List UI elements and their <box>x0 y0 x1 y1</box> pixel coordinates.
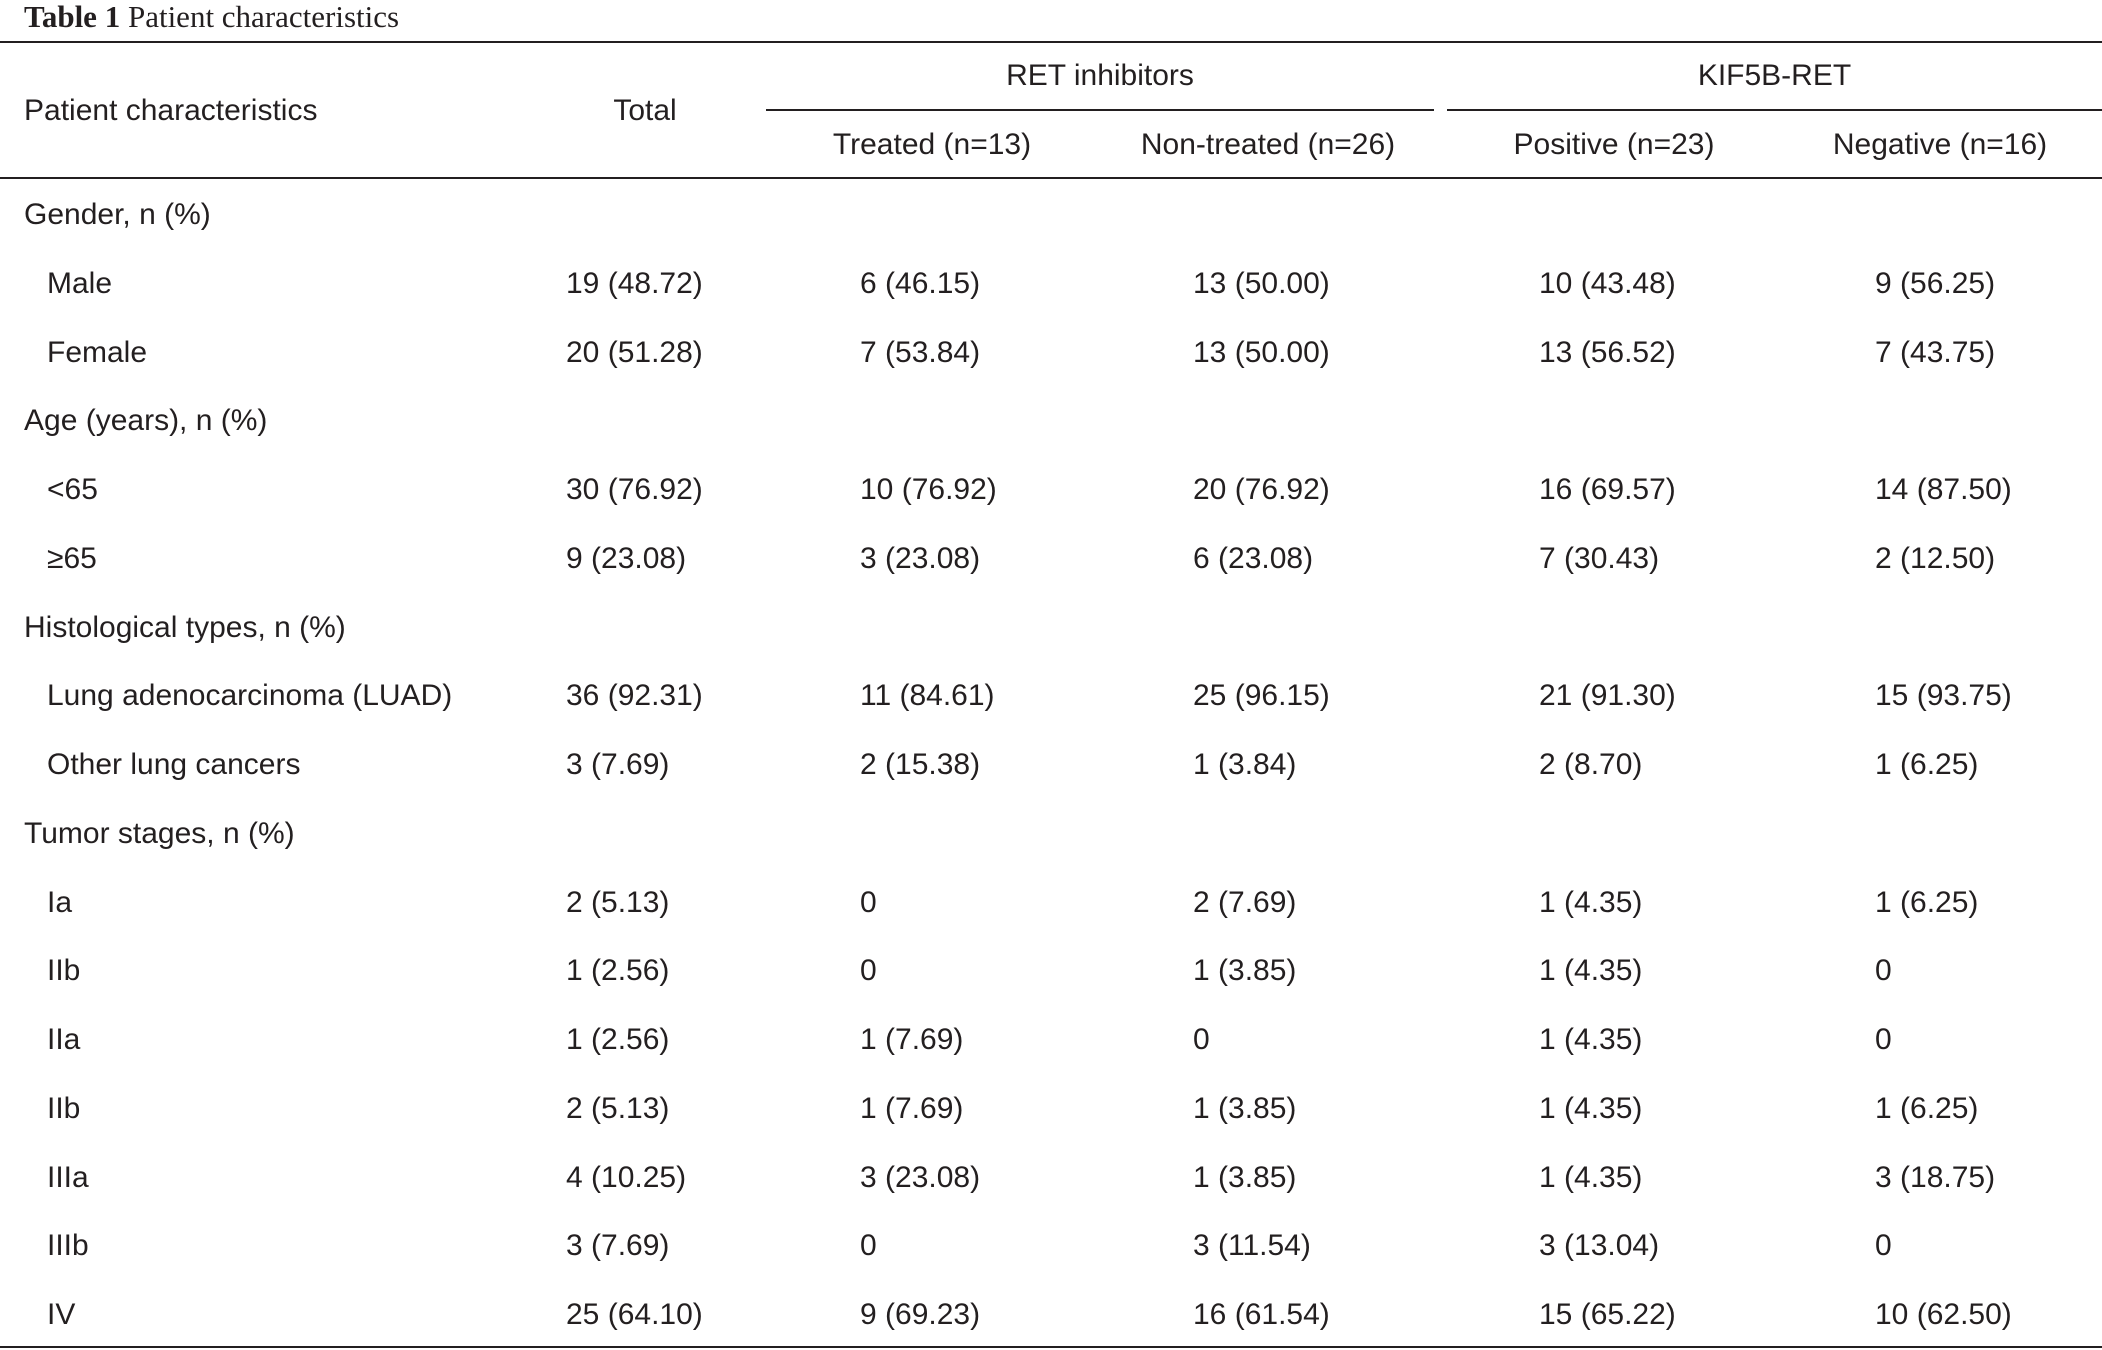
cell-total: 9 (23.08) <box>566 542 687 575</box>
cell-treated: 9 (69.23) <box>860 1298 981 1331</box>
caption-title: Patient characteristics <box>127 0 400 34</box>
section-heading: Age (years), n (%) <box>24 404 268 437</box>
row-label: Other lung cancers <box>47 748 301 781</box>
cell-negative: 10 (62.50) <box>1875 1298 2012 1331</box>
cell-negative: 2 (12.50) <box>1875 542 1996 575</box>
cell-treated: 0 <box>860 954 877 987</box>
cell-non-treated: 1 (3.85) <box>1193 954 1297 987</box>
cell-treated: 1 (7.69) <box>860 1092 964 1125</box>
header-rule <box>0 177 2102 179</box>
cell-negative: 3 (18.75) <box>1875 1161 1996 1194</box>
header-characteristics: Patient characteristics <box>24 94 318 127</box>
header-treated: Treated (n=13) <box>832 128 1032 161</box>
cell-total: 25 (64.10) <box>566 1298 703 1331</box>
cell-non-treated: 13 (50.00) <box>1193 267 1330 300</box>
cell-non-treated: 6 (23.08) <box>1193 542 1314 575</box>
cell-positive: 3 (13.04) <box>1539 1229 1660 1262</box>
cell-negative: 1 (6.25) <box>1875 886 1979 919</box>
cell-positive: 1 (4.35) <box>1539 886 1643 919</box>
cell-total: 3 (7.69) <box>566 1229 670 1262</box>
cell-total: 1 (2.56) <box>566 1023 670 1056</box>
row-label: IIIa <box>47 1161 89 1194</box>
section-heading: Tumor stages, n (%) <box>24 817 295 850</box>
group-rule-kif5b-ret <box>1447 109 2102 111</box>
row-label: Ia <box>47 886 73 919</box>
row-label: IV <box>47 1298 76 1331</box>
header-group-ret-inhibitors: RET inhibitors <box>1006 59 1194 92</box>
cell-non-treated: 2 (7.69) <box>1193 886 1297 919</box>
cell-positive: 1 (4.35) <box>1539 954 1643 987</box>
cell-negative: 1 (6.25) <box>1875 748 1979 781</box>
cell-non-treated: 1 (3.85) <box>1193 1092 1297 1125</box>
row-label: Male <box>47 267 113 300</box>
cell-non-treated: 20 (76.92) <box>1193 473 1330 506</box>
row-label: IIb <box>47 954 81 987</box>
cell-treated: 0 <box>860 886 877 919</box>
row-label: IIa <box>47 1023 81 1056</box>
cell-total: 36 (92.31) <box>566 679 703 712</box>
cell-non-treated: 13 (50.00) <box>1193 336 1330 369</box>
row-label: IIb <box>47 1092 81 1125</box>
cell-total: 4 (10.25) <box>566 1161 687 1194</box>
cell-total: 3 (7.69) <box>566 748 670 781</box>
cell-positive: 1 (4.35) <box>1539 1092 1643 1125</box>
cell-treated: 2 (15.38) <box>860 748 981 781</box>
header-non-treated: Non-treated (n=26) <box>1140 128 1396 161</box>
cell-negative: 0 <box>1875 1229 1892 1262</box>
table-caption: Table 1 Patient characteristics <box>24 0 399 36</box>
cell-positive: 7 (30.43) <box>1539 542 1660 575</box>
cell-total: 1 (2.56) <box>566 954 670 987</box>
cell-total: 20 (51.28) <box>566 336 703 369</box>
cell-positive: 10 (43.48) <box>1539 267 1676 300</box>
cell-treated: 10 (76.92) <box>860 473 997 506</box>
cell-non-treated: 0 <box>1193 1023 1210 1056</box>
cell-total: 2 (5.13) <box>566 886 670 919</box>
cell-negative: 14 (87.50) <box>1875 473 2012 506</box>
cell-treated: 1 (7.69) <box>860 1023 964 1056</box>
cell-treated: 6 (46.15) <box>860 267 981 300</box>
row-label: Lung adenocarcinoma (LUAD) <box>47 679 453 712</box>
row-label: IIIb <box>47 1229 89 1262</box>
group-rule-ret <box>766 109 1434 111</box>
cell-positive: 16 (69.57) <box>1539 473 1676 506</box>
cell-treated: 3 (23.08) <box>860 542 981 575</box>
row-label: Female <box>47 336 148 369</box>
cell-non-treated: 25 (96.15) <box>1193 679 1330 712</box>
header-group-kif5b-ret: KIF5B-RET <box>1697 59 1852 92</box>
cell-non-treated: 16 (61.54) <box>1193 1298 1330 1331</box>
cell-treated: 7 (53.84) <box>860 336 981 369</box>
cell-negative: 7 (43.75) <box>1875 336 1996 369</box>
cell-positive: 2 (8.70) <box>1539 748 1643 781</box>
cell-treated: 11 (84.61) <box>860 679 995 712</box>
cell-negative: 9 (56.25) <box>1875 267 1996 300</box>
cell-treated: 0 <box>860 1229 877 1262</box>
caption-label: Table 1 <box>24 0 121 34</box>
cell-positive: 1 (4.35) <box>1539 1161 1643 1194</box>
section-heading: Histological types, n (%) <box>24 611 346 644</box>
cell-negative: 15 (93.75) <box>1875 679 2012 712</box>
cell-positive: 21 (91.30) <box>1539 679 1676 712</box>
header-positive: Positive (n=23) <box>1513 128 1715 161</box>
cell-negative: 0 <box>1875 954 1892 987</box>
cell-total: 2 (5.13) <box>566 1092 670 1125</box>
row-label: ≥65 <box>47 542 97 575</box>
cell-treated: 3 (23.08) <box>860 1161 981 1194</box>
cell-negative: 1 (6.25) <box>1875 1092 1979 1125</box>
cell-non-treated: 3 (11.54) <box>1193 1229 1311 1262</box>
cell-positive: 1 (4.35) <box>1539 1023 1643 1056</box>
cell-positive: 13 (56.52) <box>1539 336 1676 369</box>
cell-total: 30 (76.92) <box>566 473 703 506</box>
cell-non-treated: 1 (3.84) <box>1193 748 1297 781</box>
row-label: <65 <box>47 473 98 506</box>
section-heading: Gender, n (%) <box>24 198 211 231</box>
cell-negative: 0 <box>1875 1023 1892 1056</box>
cell-total: 19 (48.72) <box>566 267 703 300</box>
header-negative: Negative (n=16) <box>1832 128 2048 161</box>
bottom-rule <box>0 1346 2102 1348</box>
header-total: Total <box>613 94 677 127</box>
top-rule <box>0 41 2102 43</box>
cell-non-treated: 1 (3.85) <box>1193 1161 1297 1194</box>
cell-positive: 15 (65.22) <box>1539 1298 1676 1331</box>
